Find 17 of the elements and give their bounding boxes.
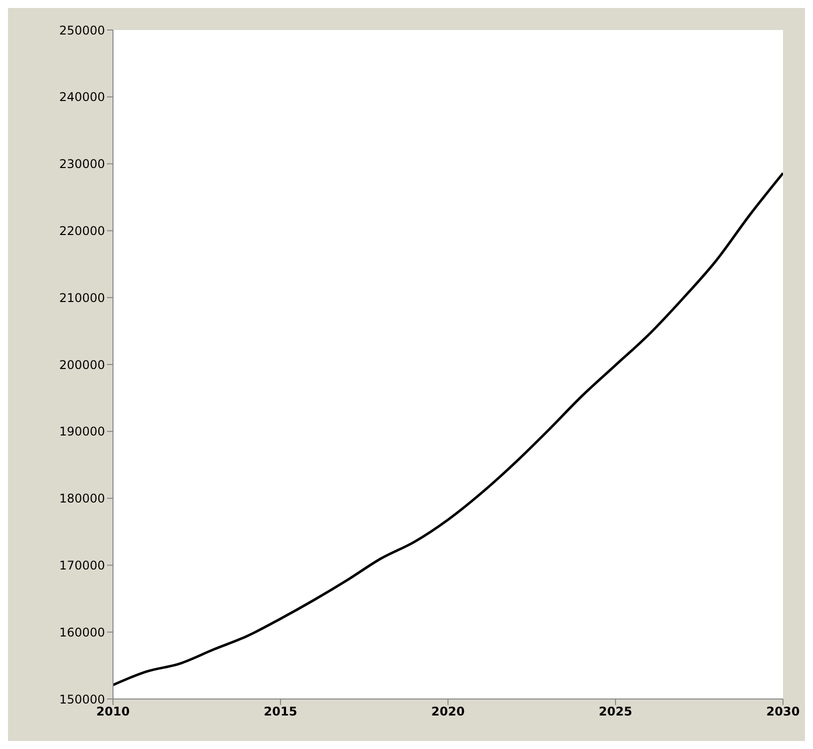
x-tick-label: 2015: [264, 704, 298, 719]
y-tick-label: 230000: [59, 157, 105, 172]
x-tick-label: 2025: [598, 704, 632, 719]
y-tick-label: 210000: [59, 290, 105, 305]
y-tick-label: 240000: [59, 90, 105, 104]
y-tick-label: 170000: [59, 558, 105, 572]
y-tick-label: 190000: [59, 424, 105, 439]
x-tick-label: 2030: [766, 704, 800, 719]
y-tick-label: 200000: [59, 358, 105, 372]
y-tick-label: 180000: [59, 492, 105, 506]
line-series: [113, 172, 783, 686]
x-tick-label: 2020: [431, 704, 465, 719]
y-tick-label: 220000: [59, 224, 105, 238]
y-tick-label: 250000: [59, 23, 105, 38]
x-tick-label: 2010: [96, 704, 130, 719]
y-tick-label: 160000: [59, 625, 105, 640]
y-tick-label: 150000: [59, 692, 105, 706]
